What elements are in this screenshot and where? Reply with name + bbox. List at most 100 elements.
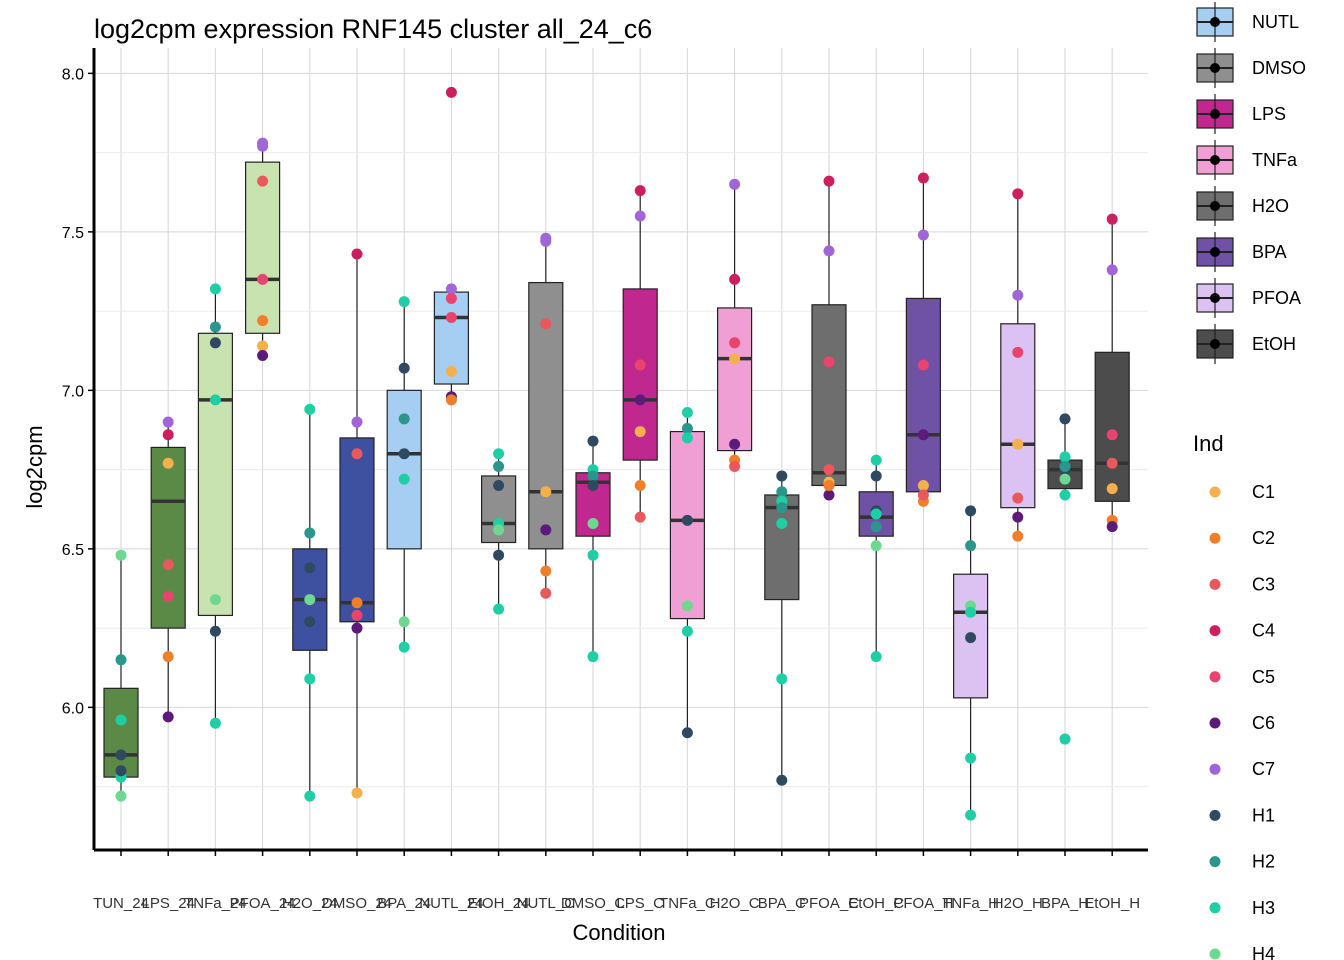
point-H1 [304, 562, 316, 574]
x-tick-label: BPA_C [758, 895, 806, 912]
point-C3 [257, 175, 269, 187]
legend-ind-label-H2: H2 [1252, 852, 1275, 872]
x-tick-label: BPA_24 [377, 895, 431, 912]
x-tick-label: PFOA_24 [230, 895, 296, 912]
point-H4 [493, 524, 505, 536]
point-C3 [729, 460, 741, 472]
point-C4 [823, 175, 835, 187]
point-H3 [681, 407, 693, 419]
point-C2 [540, 565, 552, 577]
point-C1 [1106, 483, 1118, 495]
point-H2 [398, 413, 410, 425]
point-C7 [1106, 264, 1118, 276]
point-C5 [823, 356, 835, 368]
point-C5 [634, 359, 646, 371]
point-H4 [1059, 473, 1071, 485]
point-C2 [1012, 530, 1024, 542]
point-C5 [1012, 346, 1024, 358]
legend-ind-dot-C5 [1209, 671, 1221, 683]
point-H3 [776, 673, 788, 685]
point-C4 [729, 273, 741, 285]
point-H1 [587, 479, 599, 491]
point-C6 [823, 489, 835, 501]
legend-key-dot [1210, 109, 1220, 119]
point-C5 [917, 359, 929, 371]
x-tick-label: H2O_C [710, 895, 760, 912]
point-H4 [115, 790, 127, 802]
point-C7 [540, 235, 552, 247]
x-tick-label: DMSO_24 [322, 895, 392, 912]
point-C2 [823, 479, 835, 491]
x-tick-label: NUTL_C [517, 895, 576, 912]
point-H3 [304, 790, 316, 802]
box-H2O_C [716, 307, 753, 452]
point-C5 [257, 273, 269, 285]
point-H3 [1059, 489, 1071, 501]
point-C2 [634, 479, 646, 491]
point-H4 [681, 600, 693, 612]
legend-ind-label-C1: C1 [1252, 482, 1275, 502]
box-PFOA_C [811, 304, 847, 487]
legend-ind-label-C3: C3 [1252, 574, 1275, 594]
y-axis-title: log2cpm [22, 425, 47, 508]
point-C4 [1106, 213, 1118, 225]
point-H1 [681, 514, 693, 526]
point-H3 [209, 394, 221, 406]
x-tick-label: H2O_24 [282, 895, 338, 912]
point-C5 [445, 292, 457, 304]
point-H3 [870, 454, 882, 466]
legend-label-TNFa: TNFa [1252, 150, 1298, 170]
legend-ind-dot-H4 [1209, 948, 1221, 960]
point-H1 [493, 549, 505, 561]
point-C1 [1012, 438, 1024, 450]
point-C4 [1012, 188, 1024, 200]
point-H1 [776, 470, 788, 482]
point-C3 [917, 489, 929, 501]
point-C5 [445, 311, 457, 323]
x-tick-label: LPS_24 [142, 895, 195, 912]
legend-label-PFOA: PFOA [1252, 288, 1301, 308]
point-H2 [304, 527, 316, 539]
x-tick-label: PFOA_C [799, 895, 859, 912]
point-H1 [965, 632, 977, 644]
point-C2 [257, 315, 269, 327]
point-H1 [493, 479, 505, 491]
point-C2 [351, 597, 363, 609]
legend-ind-dot-C1 [1209, 486, 1221, 498]
legend-ind-label-C2: C2 [1252, 528, 1275, 548]
point-H3 [398, 473, 410, 485]
point-C6 [1106, 521, 1118, 533]
point-H3 [776, 517, 788, 529]
legend-key-dot [1210, 155, 1220, 165]
point-H2 [776, 486, 788, 498]
x-tick-label: EtOH_C [848, 895, 904, 912]
point-H1 [870, 470, 882, 482]
point-H2 [776, 502, 788, 514]
point-H3 [870, 651, 882, 663]
legend-ind-dot-C7 [1209, 763, 1221, 775]
point-C3 [634, 511, 646, 523]
point-C3 [162, 559, 174, 571]
y-tick-label: 6.5 [62, 542, 84, 559]
point-H3 [398, 296, 410, 308]
legend-ind-dot-C4 [1209, 625, 1221, 637]
point-C1 [917, 479, 929, 491]
point-C1 [445, 365, 457, 377]
point-H1 [209, 625, 221, 637]
point-C4 [162, 429, 174, 441]
y-ticks: 6.0 6.5 7.0 7.5 8.0 [62, 66, 94, 717]
box-TUN_24 [103, 687, 139, 778]
point-H2 [493, 460, 505, 472]
point-C5 [162, 590, 174, 602]
point-C3 [351, 448, 363, 460]
point-C4 [445, 86, 457, 98]
legend-ind-dot-C2 [1209, 532, 1221, 544]
legend-ind-label-H4: H4 [1252, 944, 1275, 960]
point-H4 [870, 540, 882, 552]
legend-ind-label-C4: C4 [1252, 621, 1275, 641]
point-H3 [1059, 451, 1071, 463]
point-H4 [209, 594, 221, 606]
point-H3 [587, 651, 599, 663]
point-H3 [304, 673, 316, 685]
point-H2 [870, 521, 882, 533]
